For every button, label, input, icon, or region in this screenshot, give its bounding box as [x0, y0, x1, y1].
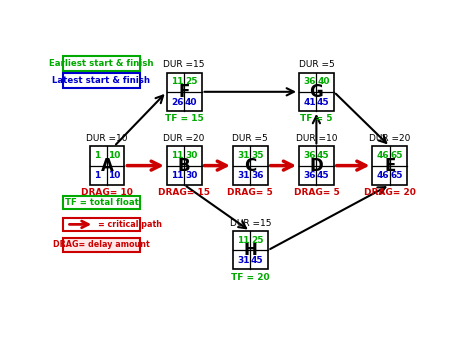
- Text: D: D: [310, 157, 323, 175]
- Text: 11: 11: [171, 151, 183, 160]
- Text: DUR =10: DUR =10: [86, 134, 128, 143]
- Text: 31: 31: [237, 171, 249, 180]
- Bar: [373, 147, 407, 185]
- Text: 45: 45: [317, 98, 329, 106]
- Text: DUR =5: DUR =5: [232, 134, 268, 143]
- Text: H: H: [243, 241, 257, 260]
- Text: 40: 40: [185, 98, 197, 106]
- Text: DUR =20: DUR =20: [369, 134, 410, 143]
- Text: DRAG= 15: DRAG= 15: [158, 188, 210, 197]
- Text: 35: 35: [251, 151, 264, 160]
- Text: F: F: [179, 83, 190, 101]
- Bar: [63, 218, 140, 231]
- Text: TF = 20: TF = 20: [231, 273, 270, 282]
- Text: 65: 65: [391, 171, 403, 180]
- Text: DRAG= 5: DRAG= 5: [293, 188, 339, 197]
- Text: 31: 31: [237, 256, 249, 265]
- Text: DRAG= 10: DRAG= 10: [81, 188, 133, 197]
- Text: A: A: [100, 157, 113, 175]
- Text: 1: 1: [94, 151, 100, 160]
- Text: 41: 41: [303, 98, 316, 106]
- Bar: [90, 147, 125, 185]
- Text: 45: 45: [317, 151, 329, 160]
- Text: 46: 46: [377, 151, 389, 160]
- Text: 45: 45: [317, 171, 329, 180]
- Bar: [63, 238, 140, 252]
- Bar: [63, 56, 140, 71]
- Text: 11: 11: [171, 77, 183, 86]
- Text: 10: 10: [108, 151, 120, 160]
- Bar: [167, 73, 201, 111]
- Text: 36: 36: [251, 171, 264, 180]
- Text: E: E: [384, 157, 395, 175]
- Bar: [233, 147, 268, 185]
- Text: DRAG= delay amount: DRAG= delay amount: [53, 240, 150, 249]
- Bar: [233, 231, 268, 269]
- Text: 65: 65: [391, 151, 403, 160]
- Text: B: B: [178, 157, 191, 175]
- Text: DUR =20: DUR =20: [164, 134, 205, 143]
- Text: 36: 36: [303, 77, 316, 86]
- Text: 40: 40: [317, 77, 329, 86]
- Text: Latest start & finish: Latest start & finish: [53, 76, 151, 85]
- Text: DUR =10: DUR =10: [296, 134, 337, 143]
- Text: 31: 31: [237, 151, 249, 160]
- Text: DRAG= 20: DRAG= 20: [364, 188, 416, 197]
- Text: 11: 11: [237, 235, 249, 245]
- Bar: [167, 147, 201, 185]
- Text: 25: 25: [251, 235, 264, 245]
- Text: G: G: [310, 83, 323, 101]
- Text: 26: 26: [171, 98, 183, 106]
- Text: 36: 36: [303, 151, 316, 160]
- Bar: [63, 73, 140, 88]
- Text: TF = 5: TF = 5: [300, 114, 333, 123]
- Text: 11: 11: [171, 171, 183, 180]
- Text: DUR =5: DUR =5: [299, 60, 334, 69]
- Text: 10: 10: [108, 171, 120, 180]
- Text: = critical path: = critical path: [98, 220, 162, 229]
- Text: TF = 15: TF = 15: [165, 114, 203, 123]
- Text: 30: 30: [185, 171, 197, 180]
- Text: 25: 25: [185, 77, 197, 86]
- Text: 1: 1: [94, 171, 100, 180]
- Text: DRAG= 5: DRAG= 5: [228, 188, 273, 197]
- Text: 45: 45: [251, 256, 264, 265]
- Bar: [299, 73, 334, 111]
- Text: DUR =15: DUR =15: [229, 219, 271, 228]
- Text: 36: 36: [303, 171, 316, 180]
- Bar: [63, 196, 140, 209]
- Text: 30: 30: [185, 151, 197, 160]
- Text: TF = total float: TF = total float: [64, 198, 138, 207]
- Text: C: C: [244, 157, 256, 175]
- Text: Earliest start & finish: Earliest start & finish: [49, 59, 154, 68]
- Text: DUR =15: DUR =15: [164, 60, 205, 69]
- Text: 46: 46: [377, 171, 389, 180]
- Bar: [299, 147, 334, 185]
